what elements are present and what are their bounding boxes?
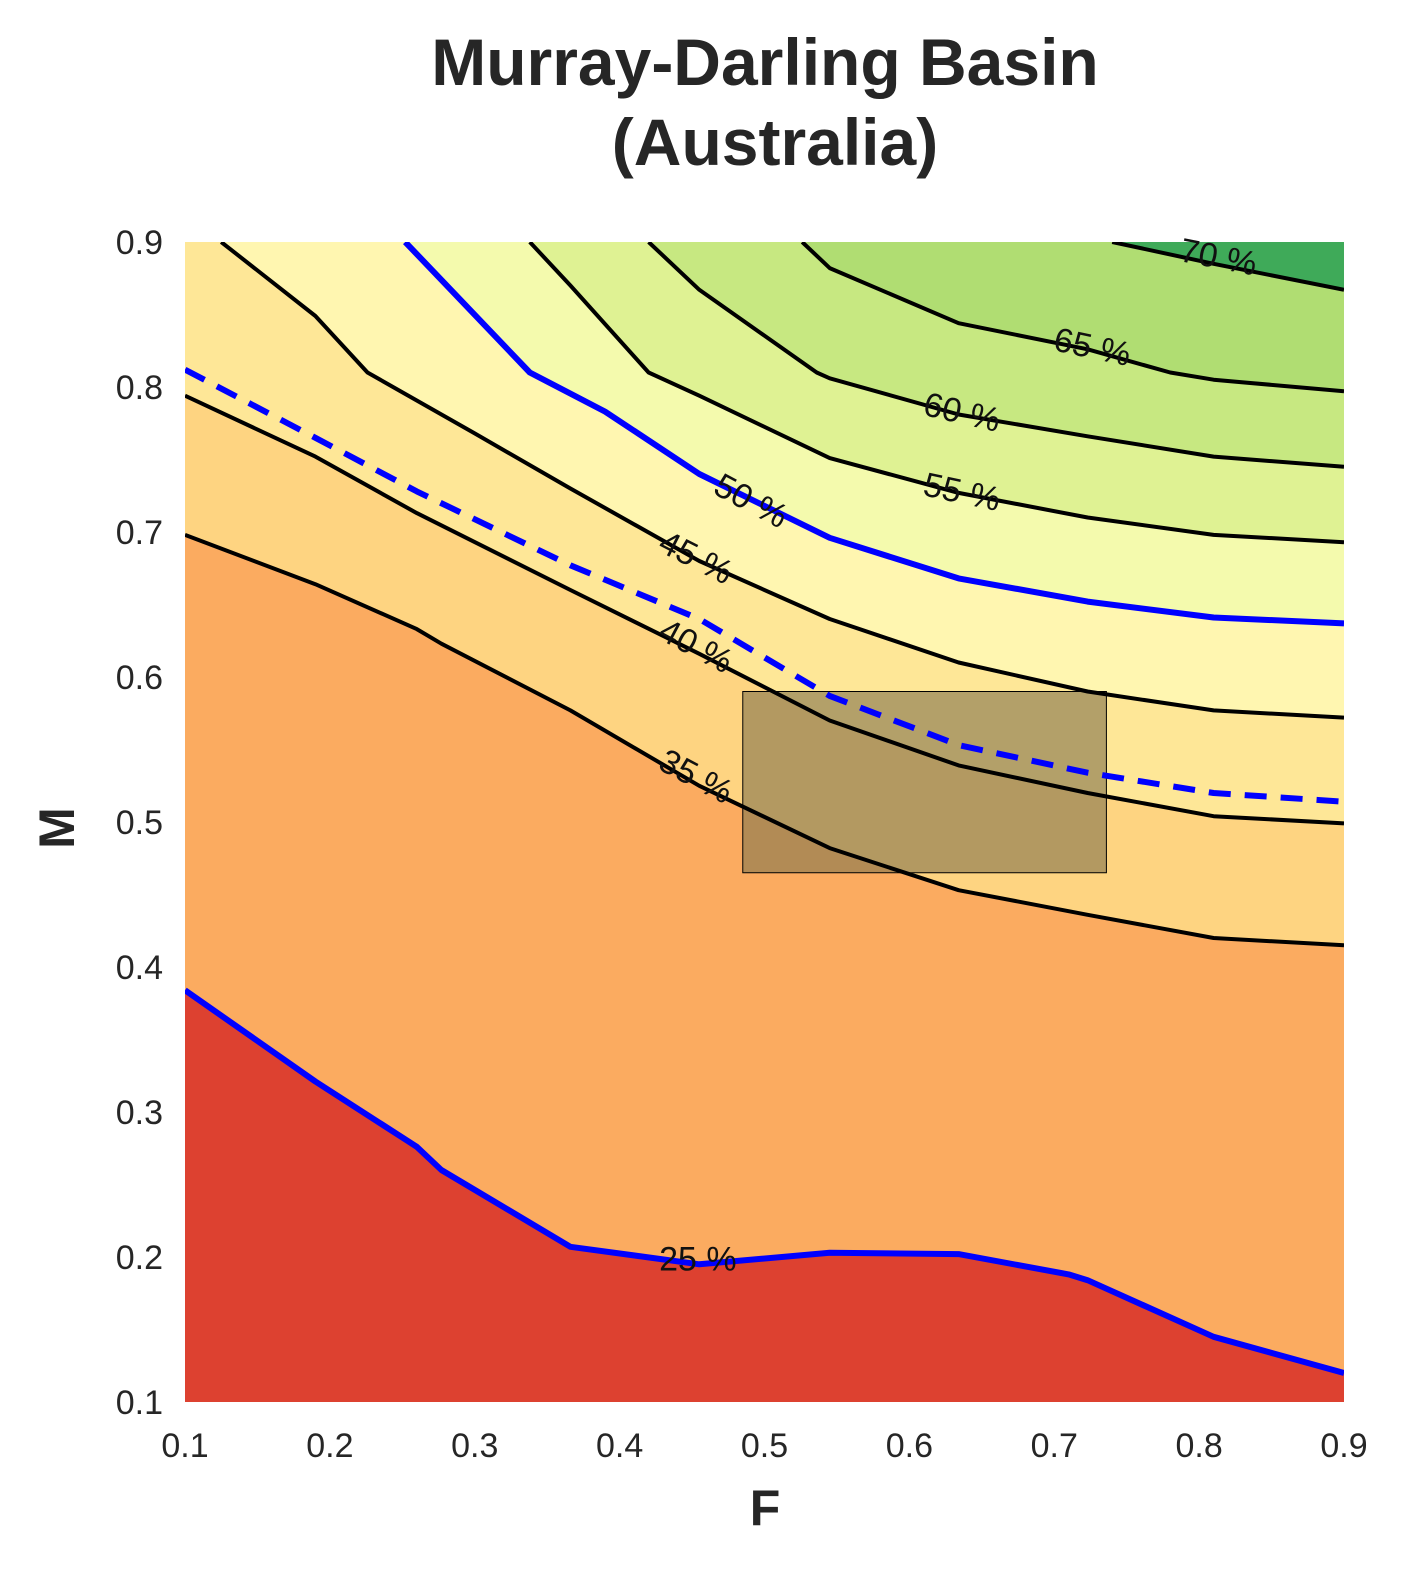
chart-title-line-1: Murray-Darling Basin (431, 25, 1098, 99)
plot-area (185, 242, 1344, 1402)
x-tick-label: 0.3 (451, 1427, 498, 1465)
y-tick-label: 0.2 (116, 1239, 163, 1277)
highlight-box-layer (742, 691, 1107, 874)
contour-lines (185, 242, 1344, 1376)
y-tick-label: 0.5 (116, 804, 163, 842)
y-tick-label: 0.3 (116, 1094, 163, 1132)
y-axis-ticks: 0.1 0.2 0.3 0.4 0.5 0.6 0.7 0.8 0.9 (116, 224, 163, 1422)
contour-line-dashed (185, 366, 1344, 805)
contour-line-25 (185, 987, 1344, 1376)
y-tick-label: 0.6 (116, 659, 163, 697)
fill-band-8 (802, 242, 1344, 392)
x-tick-label: 0.4 (596, 1427, 643, 1465)
x-axis-ticks: 0.1 0.2 0.3 0.4 0.5 0.6 0.7 0.8 0.9 (161, 1427, 1367, 1465)
y-axis-label: M (29, 807, 85, 849)
contour-line-45 (219, 242, 1344, 720)
contour-line-40 (185, 393, 1344, 826)
x-tick-label: 0.1 (161, 1427, 208, 1465)
x-axis-label: F (750, 1480, 781, 1536)
y-tick-label: 0.4 (116, 949, 163, 987)
contour-line-65 (800, 242, 1344, 394)
contour-label-25: 25 % (659, 1240, 737, 1278)
contour-line-50 (403, 242, 1344, 627)
x-tick-label: 0.2 (306, 1427, 353, 1465)
chart-title-line-2: (Australia) (612, 105, 938, 179)
highlight-box (742, 691, 1107, 874)
x-tick-label: 0.6 (886, 1427, 933, 1465)
contour-line-35 (185, 533, 1344, 948)
y-tick-label: 0.8 (116, 369, 163, 407)
y-tick-label: 0.9 (116, 224, 163, 262)
contour-line-55 (528, 242, 1344, 545)
x-tick-label: 0.8 (1175, 1427, 1222, 1465)
contour-line-60 (647, 242, 1344, 469)
y-tick-label: 0.1 (116, 1384, 163, 1422)
contour-line-70 (1111, 242, 1344, 292)
y-tick-label: 0.7 (116, 514, 163, 552)
x-tick-label: 0.9 (1320, 1427, 1367, 1465)
x-tick-label: 0.7 (1031, 1427, 1078, 1465)
x-tick-label: 0.5 (741, 1427, 788, 1465)
